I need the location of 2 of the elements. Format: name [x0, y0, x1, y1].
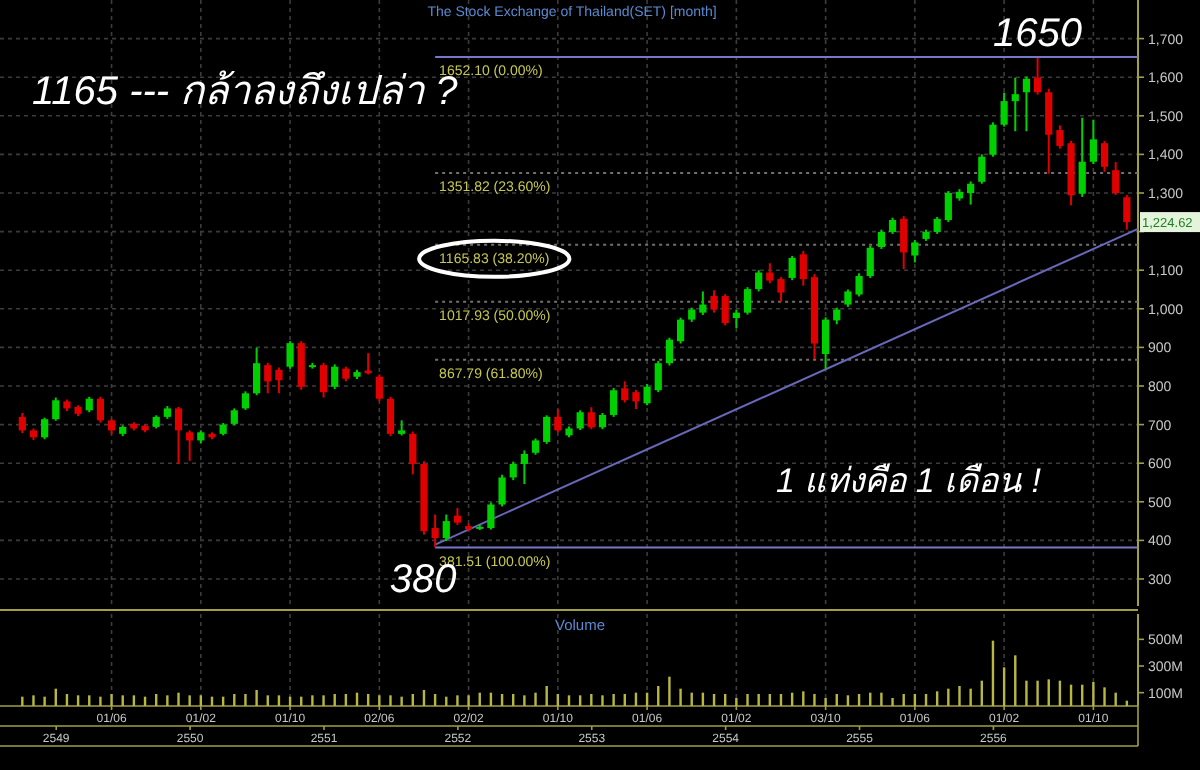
annotation: 1 แท่งคือ 1 เดือน ! — [776, 462, 1042, 500]
annotation: 1650 — [993, 11, 1083, 56]
